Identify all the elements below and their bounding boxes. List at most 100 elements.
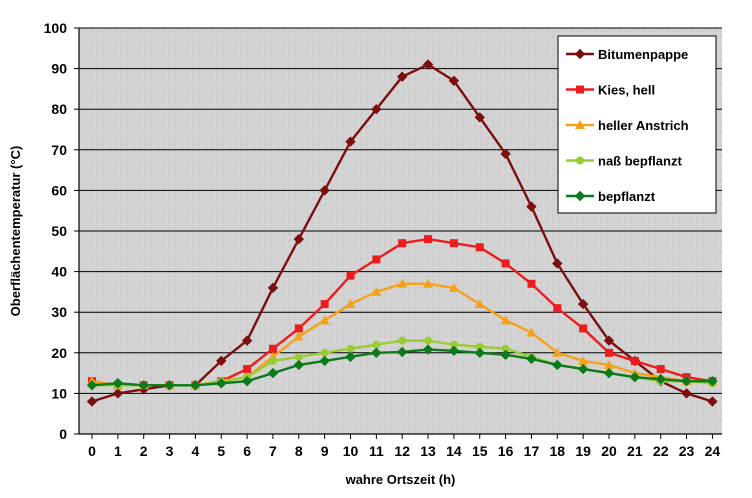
legend-label-heller-anstrich: heller Anstrich [598, 118, 689, 133]
data-point-kies-hell-14 [449, 239, 458, 248]
x-tick-label-18: 18 [550, 443, 566, 459]
data-point-kies-hell-11 [372, 255, 381, 264]
data-point-kies-hell-18 [553, 304, 562, 313]
x-tick-label-19: 19 [575, 443, 591, 459]
data-point-bitumenpappe-19 [577, 298, 589, 310]
data-point-bepflanzt-21 [629, 371, 641, 383]
y-tick-label-10: 10 [51, 385, 67, 401]
data-point-naß-bepflanzt-14 [449, 340, 458, 349]
data-point-bitumenpappe-8 [293, 233, 305, 245]
data-point-heller-anstrich-13 [423, 278, 434, 288]
legend-swatch-marker-naß-bepflanzt [576, 156, 584, 165]
data-point-kies-hell-16 [501, 259, 510, 268]
data-point-heller-anstrich-9 [319, 315, 330, 325]
x-tick-label-16: 16 [498, 443, 514, 459]
data-point-naß-bepflanzt-11 [372, 340, 381, 349]
data-point-heller-anstrich-19 [578, 355, 589, 365]
data-point-bepflanzt-22 [655, 373, 666, 385]
data-point-bepflanzt-15 [474, 347, 485, 359]
legend-swatch-marker-kies-hell [576, 85, 584, 94]
gridlines [74, 27, 722, 435]
data-point-bepflanzt-14 [448, 345, 460, 356]
x-tick-label-15: 15 [472, 443, 488, 459]
data-point-bitumenpappe-11 [371, 103, 382, 115]
data-point-bepflanzt-16 [500, 349, 511, 361]
x-tick-label-5: 5 [217, 443, 225, 459]
x-tick-label-20: 20 [601, 443, 617, 459]
x-tick-label-14: 14 [446, 443, 462, 459]
data-point-bepflanzt-20 [603, 367, 615, 379]
data-point-naß-bepflanzt-7 [268, 356, 277, 365]
data-point-bepflanzt-11 [371, 347, 382, 359]
y-tick-label-0: 0 [59, 426, 67, 442]
y-tick-label-40: 40 [51, 264, 67, 280]
data-point-heller-anstrich-16 [500, 315, 511, 325]
data-point-bitumenpappe-18 [552, 258, 563, 269]
data-point-bepflanzt-19 [577, 363, 589, 375]
x-tick-label-9: 9 [321, 443, 329, 459]
legend-swatch-marker-bitumenpappe [574, 48, 586, 60]
data-point-heller-anstrich-8 [293, 331, 304, 341]
data-point-bepflanzt-3 [164, 380, 175, 391]
x-tick-label-8: 8 [295, 443, 303, 459]
data-point-bitumenpappe-5 [216, 355, 227, 367]
data-point-bepflanzt-13 [422, 344, 434, 355]
legend: Bitumenpappe Kies, hell heller Anstrich naß… [557, 35, 717, 214]
data-point-kies-hell-10 [346, 271, 355, 280]
data-point-bitumenpappe-24 [707, 396, 718, 407]
data-point-kies-hell-9 [320, 300, 329, 309]
data-point-bepflanzt-6 [241, 376, 253, 387]
data-point-kies-hell-13 [424, 235, 433, 244]
data-point-heller-anstrich-12 [397, 278, 408, 288]
data-point-bepflanzt-2 [138, 380, 149, 391]
legend-item-kies-hell: Kies, hell [566, 83, 655, 98]
data-point-kies-hell-7 [268, 344, 277, 353]
data-point-bepflanzt-18 [552, 359, 563, 371]
x-tick-label-13: 13 [420, 443, 436, 459]
data-point-bepflanzt-0 [86, 380, 98, 391]
y-tick-label-60: 60 [51, 182, 67, 198]
x-tick-label-3: 3 [166, 443, 174, 459]
data-point-bepflanzt-17 [526, 353, 537, 365]
data-point-bitumenpappe-16 [500, 148, 511, 160]
data-point-naß-bepflanzt-13 [424, 336, 433, 345]
legend-item-bepflanzt: bepflanzt [566, 189, 656, 204]
x-tick-label-24: 24 [705, 443, 721, 459]
y-tick-label-70: 70 [51, 142, 67, 158]
data-point-bitumenpappe-14 [448, 75, 460, 86]
x-tick-label-17: 17 [524, 443, 540, 459]
data-point-bepflanzt-9 [319, 355, 330, 367]
legend-label-bepflanzt: bepflanzt [598, 189, 656, 204]
data-point-naß-bepflanzt-10 [346, 344, 355, 353]
data-point-bitumenpappe-0 [86, 396, 98, 407]
data-point-heller-anstrich-17 [526, 327, 537, 337]
data-point-kies-hell-20 [605, 348, 613, 357]
data-point-kies-hell-8 [294, 324, 303, 333]
data-point-kies-hell-17 [527, 279, 536, 288]
series-group [86, 59, 718, 407]
y-tick-label-30: 30 [51, 304, 67, 320]
x-tick-label-23: 23 [679, 443, 695, 459]
x-tick-label-21: 21 [627, 443, 643, 459]
x-tick-label-1: 1 [114, 443, 122, 459]
data-point-bitumenpappe-1 [112, 388, 124, 399]
data-point-heller-anstrich-11 [371, 286, 382, 296]
x-tick-label-22: 22 [653, 443, 669, 459]
data-point-bepflanzt-8 [293, 359, 305, 371]
legend-swatch-marker-bepflanzt [574, 190, 586, 202]
data-point-bepflanzt-7 [267, 367, 279, 379]
data-point-bitumenpappe-13 [422, 59, 434, 70]
y-tick-label-80: 80 [51, 101, 67, 117]
y-tick-labels: 0 10 20 30 40 50 60 70 80 90 100 [44, 20, 68, 442]
data-point-kies-hell-12 [398, 239, 407, 248]
legend-label-bitumenpappe: Bitumenpappe [598, 47, 688, 62]
data-point-bitumenpappe-17 [526, 201, 537, 212]
data-point-naß-bepflanzt-16 [501, 344, 510, 353]
data-point-bitumenpappe-9 [319, 185, 330, 196]
data-point-bepflanzt-24 [707, 376, 718, 387]
data-point-bitumenpappe-12 [396, 71, 408, 82]
x-tick-label-4: 4 [192, 443, 200, 459]
x-tick-label-11: 11 [369, 443, 384, 459]
data-point-kies-hell-6 [243, 365, 252, 374]
